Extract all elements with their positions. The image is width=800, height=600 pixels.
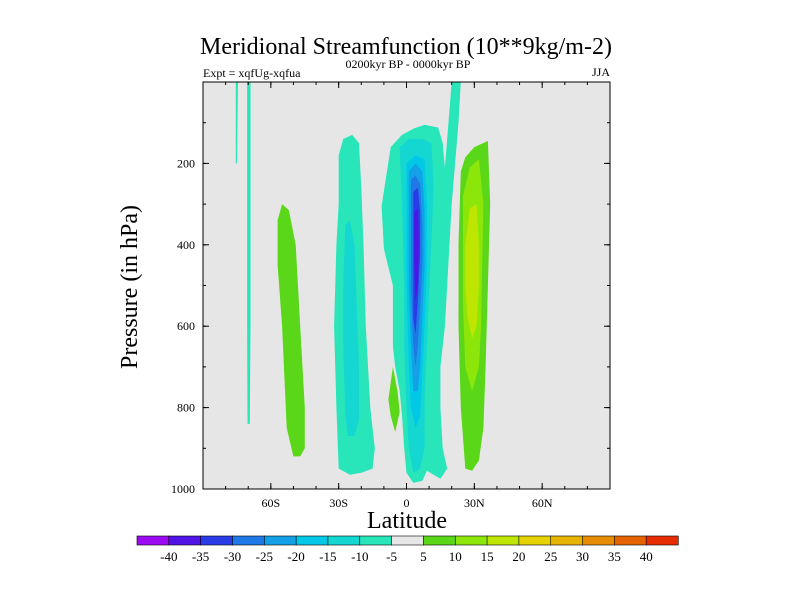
axis-ticks: 60S 30S 0 30N 60N 200 400 600 800 1000: [171, 82, 610, 510]
y-tick-label: 200: [177, 156, 195, 170]
colorbar-label: 25: [544, 549, 557, 564]
colorbar-swatch: [614, 535, 647, 546]
contour-region-12: [414, 208, 419, 302]
contour-region-5: [388, 366, 400, 432]
experiment-label: Expt = xqfUg-xqfua: [203, 66, 301, 80]
colorbar-swatch: [263, 535, 297, 546]
y-tick-label: 1000: [171, 482, 195, 496]
colorbar-label: -25: [256, 549, 273, 564]
colorbar-label: -5: [386, 549, 397, 564]
contour-region-4: [343, 220, 359, 437]
y-tick-label: 400: [177, 238, 195, 252]
colorbar-swatch: [391, 535, 425, 546]
colorbar-label: 30: [576, 549, 589, 564]
colorbar-label: 5: [420, 549, 427, 564]
colorbar-label: -20: [287, 549, 304, 564]
y-tick-label: 600: [177, 319, 195, 333]
x-tick-label: 0: [404, 496, 410, 510]
colorbar-label: -10: [351, 549, 368, 564]
colorbar-swatch: [454, 535, 488, 546]
colorbar-swatch: [200, 535, 234, 546]
colorbar-label: 35: [608, 549, 621, 564]
colorbar-swatch: [486, 535, 520, 546]
contour-regions: [235, 82, 491, 483]
colorbar-label: -35: [192, 549, 209, 564]
x-tick-label: 60S: [261, 496, 280, 510]
colorbar-label: 40: [640, 549, 653, 564]
colorbar-swatch: [550, 535, 584, 546]
chart-title: Meridional Streamfunction (10**9kg/m-2): [200, 34, 612, 60]
colorbar-label: 20: [512, 549, 525, 564]
season-label: JJA: [592, 65, 610, 79]
colorbar-label: -15: [319, 549, 336, 564]
x-tick-label: 30N: [464, 496, 485, 510]
colorbar-label: -30: [224, 549, 241, 564]
colorbar-label: 15: [481, 549, 494, 564]
contour-region-2: [277, 204, 305, 457]
colorbar-swatch: [232, 535, 265, 546]
colorbar-swatch: [423, 535, 456, 546]
x-tick-label: 60N: [532, 496, 553, 510]
period-label: 0200kyr BP - 0000kyr BP: [346, 57, 471, 71]
contour-region-0: [235, 82, 238, 164]
colorbar-swatch: [295, 535, 329, 546]
x-axis-label: Latitude: [367, 508, 447, 534]
colorbar: -40 -35 -30 -25 -20 -15 -10 -5 5 10 15 20 25 30 35 40: [136, 535, 679, 564]
x-tick-label: 30S: [329, 496, 348, 510]
colorbar-swatch: [327, 535, 361, 546]
colorbar-label: 10: [449, 549, 462, 564]
colorbar-swatch: [582, 535, 615, 546]
colorbar-swatch: [359, 535, 393, 546]
contour-region-1: [247, 82, 251, 424]
y-tick-label: 800: [177, 401, 195, 415]
y-axis-label: Pressure (in hPa): [117, 205, 143, 369]
colorbar-swatch: [518, 535, 552, 546]
contour-region-15: [465, 204, 479, 339]
colorbar-swatch: [645, 535, 679, 546]
colorbar-swatch: [136, 535, 170, 546]
colorbar-swatch: [168, 535, 202, 546]
colorbar-label: -40: [160, 549, 177, 564]
